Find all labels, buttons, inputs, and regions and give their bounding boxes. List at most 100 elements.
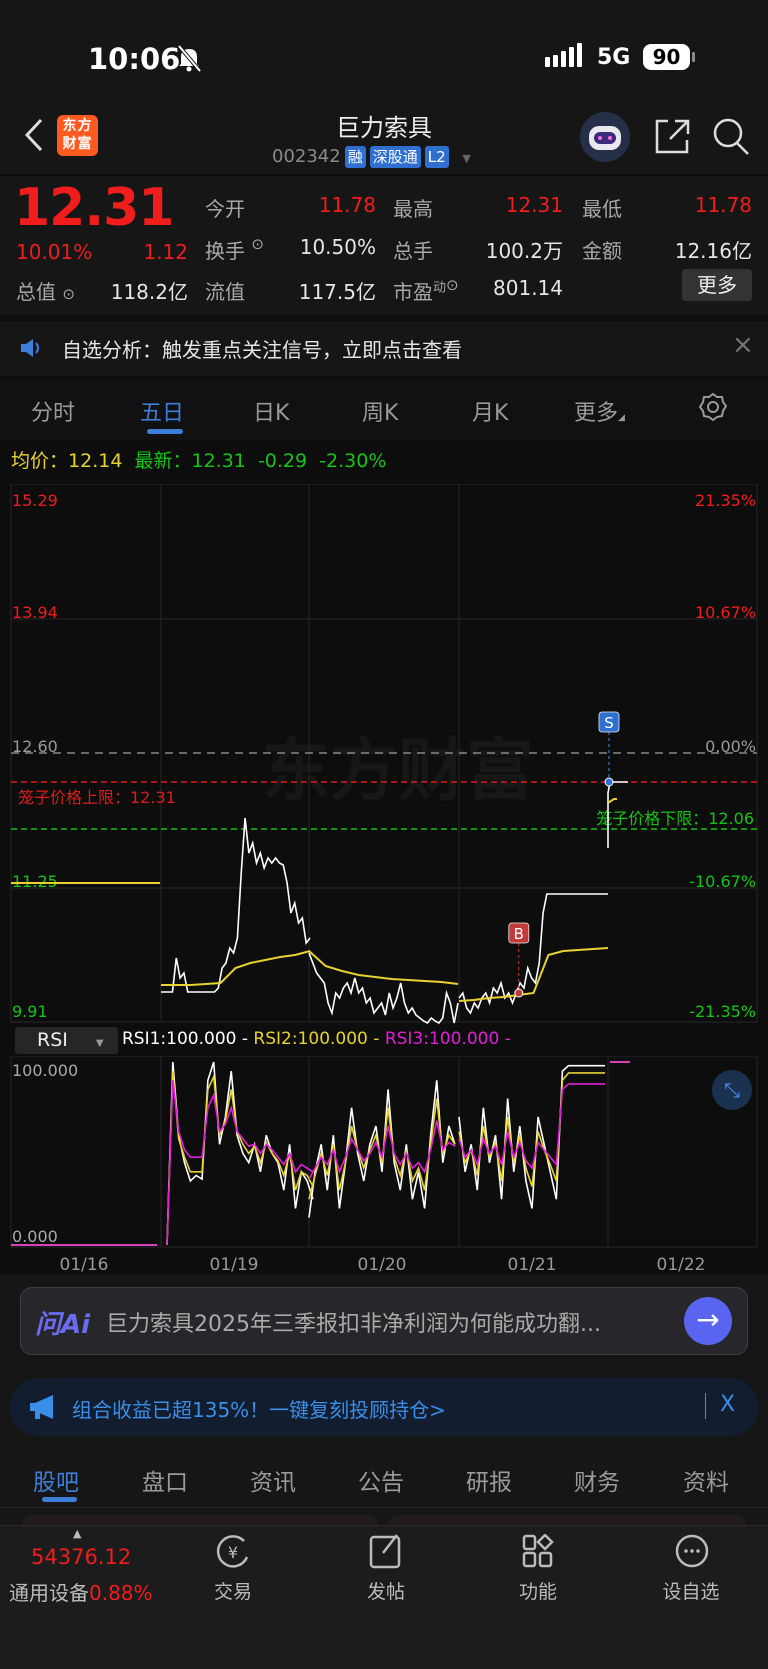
- tab-intraday[interactable]: 分时: [31, 401, 76, 426]
- open-label: 今开: [205, 197, 245, 221]
- price-line: [308, 952, 459, 1024]
- y-tick-left: 15.29: [12, 491, 58, 510]
- ai-question-text[interactable]: 巨力索具2025年三季报扣非净利润为何能成功翻...: [106, 1312, 601, 1337]
- tab-weekly-k[interactable]: 周K: [362, 401, 399, 426]
- app-logo: 东方财富: [57, 115, 98, 156]
- chart-info-row: 均价：12.14 最新：12.31 -0.29 -2.30%: [11, 450, 387, 472]
- more-circle-icon[interactable]: [674, 1533, 710, 1569]
- signal-icon: [545, 43, 582, 67]
- y-tick-right: -10.67%: [689, 872, 756, 891]
- up-triangle-icon: ▲: [73, 1527, 82, 1540]
- y-tick-left: 11.25: [12, 872, 58, 891]
- dropdown-icon: ▼: [462, 152, 471, 165]
- tab-profile[interactable]: 资料: [683, 1470, 729, 1496]
- price-chart[interactable]: 15.29 21.35% 13.94 10.67% 12.60 0.00% 11.25 -10…: [0, 484, 768, 1024]
- sell-marker: [598, 711, 620, 733]
- last-change: -0.29: [257, 450, 308, 472]
- bottom-nav: [0, 1525, 768, 1669]
- more-button[interactable]: 更多: [682, 269, 752, 301]
- promo-close-button[interactable]: X: [720, 1392, 736, 1417]
- pe-label: 市盈动⊙: [393, 276, 459, 304]
- change-pct: 10.01%: [16, 240, 93, 264]
- x-tick-date: 01/21: [508, 1255, 557, 1275]
- apps-icon[interactable]: [522, 1534, 554, 1568]
- market-cap-value: 118.2亿: [110, 280, 188, 304]
- badge-l2: L2: [424, 146, 449, 168]
- y-tick-right: 10.67%: [695, 603, 756, 622]
- stock-code-row[interactable]: 002342 融深股通 L2 ▼: [272, 146, 471, 168]
- index-value[interactable]: 54376.12: [31, 1545, 132, 1569]
- post-icon[interactable]: [369, 1533, 403, 1569]
- network-type: 5G: [597, 45, 631, 70]
- corner-triangle-icon: ◢: [618, 413, 625, 423]
- back-icon[interactable]: [24, 118, 44, 152]
- notice-text[interactable]: 自选分析：触发重点关注信号，立即点击查看: [62, 338, 462, 362]
- speaker-icon: [21, 339, 39, 357]
- search-icon[interactable]: [712, 117, 752, 157]
- ai-submit-button[interactable]: →: [684, 1297, 732, 1345]
- index-name[interactable]: 通用设备0.88%: [9, 1581, 153, 1605]
- tab-guba[interactable]: 股吧: [33, 1470, 79, 1496]
- y-tick-right: 0.00%: [705, 737, 756, 756]
- chart-tabs-bar: [0, 379, 768, 440]
- y-tick-right: 21.35%: [695, 491, 756, 510]
- tab-monthly-k[interactable]: 月K: [472, 401, 509, 426]
- rsi2-line: [166, 1071, 314, 1246]
- price-line: [607, 781, 628, 848]
- buy-marker: [508, 922, 530, 944]
- gear-icon[interactable]: [698, 392, 728, 422]
- tab-news[interactable]: 资讯: [250, 1470, 296, 1496]
- indicator-select[interactable]: RSI ▼: [15, 1027, 118, 1054]
- last-pct: -2.30%: [319, 450, 387, 472]
- promo-text[interactable]: 组合收益已超135%！一键复刻投顾持仓>: [72, 1398, 446, 1422]
- tab-five-day[interactable]: 五日: [140, 401, 185, 426]
- nav-trade[interactable]: 交易: [213, 1581, 252, 1603]
- turnover-value: 10.50%: [299, 235, 376, 259]
- megaphone-icon: [30, 1395, 53, 1419]
- open-value: 11.78: [318, 193, 376, 217]
- rsi1-line: [308, 1080, 456, 1218]
- trade-icon[interactable]: ¥: [214, 1533, 252, 1571]
- tab-pankou[interactable]: 盘口: [142, 1470, 188, 1496]
- y-tick-left: 9.91: [12, 1002, 48, 1021]
- marker-label: S: [604, 714, 614, 732]
- rsi1-line: [166, 1061, 314, 1246]
- assistant-avatar[interactable]: [580, 112, 630, 162]
- bottom-tab-indicator: [42, 1497, 77, 1502]
- promo-banner[interactable]: [10, 1378, 758, 1436]
- tab-finance[interactable]: 财务: [574, 1470, 620, 1496]
- tab-more[interactable]: 更多◢: [574, 401, 625, 426]
- expand-icon: ⤡: [724, 1078, 740, 1102]
- pe-value: 801.14: [493, 276, 563, 300]
- x-tick-date: 01/19: [210, 1255, 259, 1275]
- volume-label: 总手: [393, 239, 433, 263]
- rsi3-line: [458, 1083, 605, 1170]
- info-icon: ⊙: [62, 285, 75, 303]
- tab-research[interactable]: 研报: [466, 1470, 512, 1496]
- notice-close-button[interactable]: ×: [732, 330, 754, 360]
- expand-button[interactable]: ⤡: [712, 1070, 752, 1110]
- divider: [0, 376, 768, 379]
- watermark: 东方财富: [262, 732, 535, 811]
- rsi1-legend: RSI1:100.000 -: [122, 1029, 248, 1049]
- ai-question-bar[interactable]: [20, 1287, 748, 1355]
- marker-dot: [604, 777, 614, 787]
- tab-daily-k[interactable]: 日K: [253, 401, 290, 426]
- share-icon[interactable]: [654, 117, 690, 155]
- nav-add-watchlist[interactable]: 设自选: [662, 1581, 720, 1603]
- avg-price-line: [308, 950, 459, 985]
- tab-announcements[interactable]: 公告: [358, 1470, 404, 1496]
- battery-tip: [692, 52, 695, 62]
- ai-logo: 问Ai: [35, 1310, 91, 1340]
- nav-functions[interactable]: 功能: [518, 1581, 557, 1603]
- marker-dot: [514, 988, 524, 998]
- index-pct: 0.88%: [89, 1581, 153, 1605]
- float-cap-label: 流值: [205, 280, 245, 304]
- nav-post[interactable]: 发帖: [366, 1581, 405, 1603]
- bottom-tabs-bar: [0, 1445, 768, 1508]
- badge-margin: 融: [344, 146, 366, 168]
- change-amount: 1.12: [143, 240, 188, 264]
- amount-label: 金额: [582, 239, 622, 263]
- rsi3-line: [166, 1080, 314, 1246]
